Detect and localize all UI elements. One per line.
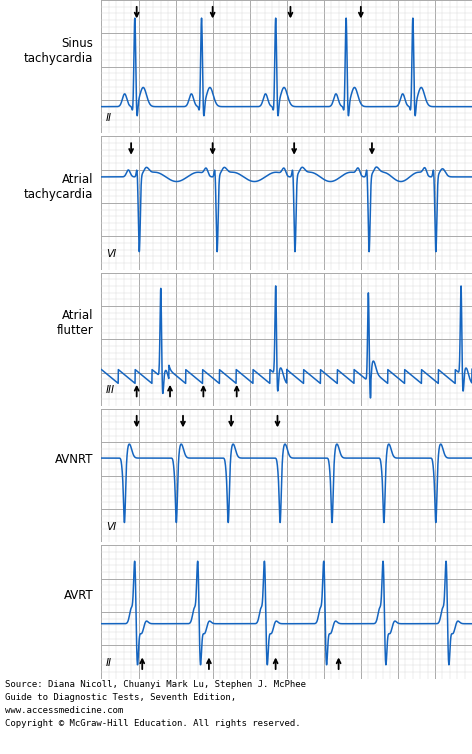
Text: Source: Diana Nicoll, Chuanyi Mark Lu, Stephen J. McPhee
Guide to Diagnostic Tes: Source: Diana Nicoll, Chuanyi Mark Lu, S… <box>5 680 306 728</box>
Text: VI: VI <box>106 522 116 532</box>
Text: Atrial
flutter: Atrial flutter <box>57 309 93 337</box>
Text: AVNRT: AVNRT <box>55 453 93 466</box>
Text: Sinus
tachycardia: Sinus tachycardia <box>24 37 93 65</box>
Text: II: II <box>106 112 112 123</box>
Text: Atrial
tachycardia: Atrial tachycardia <box>24 173 93 201</box>
Text: AVRT: AVRT <box>64 590 93 602</box>
Text: III: III <box>106 385 115 395</box>
Text: II: II <box>106 658 112 668</box>
Text: VI: VI <box>106 249 116 259</box>
